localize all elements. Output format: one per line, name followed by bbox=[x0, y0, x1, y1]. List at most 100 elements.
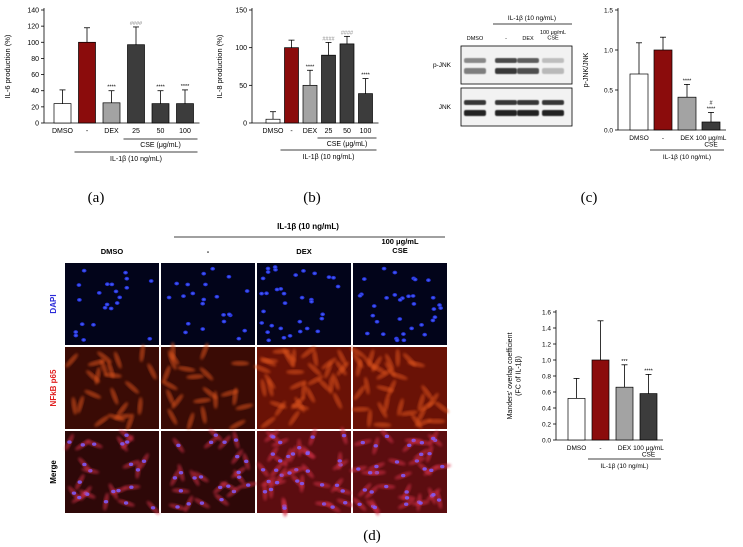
y-tick-label: 0.2 bbox=[542, 422, 551, 429]
nucleus bbox=[226, 274, 232, 279]
cell-body bbox=[387, 379, 397, 397]
bar bbox=[591, 359, 610, 441]
nucleus bbox=[404, 490, 409, 494]
blot-row-label: JNK bbox=[439, 104, 452, 111]
nucleus bbox=[108, 306, 114, 311]
nucleus bbox=[309, 299, 314, 304]
bar bbox=[302, 84, 318, 124]
micrograph-tile bbox=[161, 263, 255, 345]
nucleus bbox=[129, 485, 134, 489]
cell-body bbox=[171, 394, 184, 409]
nucleus bbox=[431, 307, 437, 311]
nucleus bbox=[200, 327, 206, 331]
nucleus bbox=[71, 491, 77, 495]
cell-body bbox=[301, 346, 316, 359]
nucleus bbox=[427, 451, 432, 456]
y-tick-label: 1.0 bbox=[542, 358, 551, 365]
cell-body bbox=[71, 396, 77, 415]
nucleus bbox=[401, 332, 406, 336]
nucleus bbox=[335, 284, 341, 289]
blot-band bbox=[517, 68, 539, 74]
nucleus bbox=[438, 306, 444, 310]
nucleus bbox=[268, 487, 274, 492]
nucleus bbox=[236, 475, 242, 479]
nucleus bbox=[222, 440, 227, 444]
micro-header: IL-1β (10 ng/mL) bbox=[277, 222, 339, 231]
nucleus bbox=[272, 265, 278, 269]
cell-body bbox=[167, 350, 180, 366]
y-tick-label: 1.5 bbox=[604, 8, 613, 15]
nucleus bbox=[265, 266, 271, 271]
cell-body bbox=[139, 344, 145, 363]
cell-body bbox=[260, 378, 267, 397]
x-tick-label: DMSO bbox=[52, 128, 74, 135]
blot-band bbox=[542, 100, 564, 105]
nucleus bbox=[73, 333, 79, 338]
x-tick-label: 100 bbox=[360, 128, 372, 135]
nucleus bbox=[384, 295, 389, 300]
nucleus bbox=[269, 323, 275, 328]
nucleus bbox=[203, 282, 208, 287]
nucleus bbox=[103, 499, 109, 504]
nucleus bbox=[356, 467, 361, 471]
cell-body bbox=[137, 397, 143, 415]
cell-body bbox=[383, 394, 390, 412]
cell-body bbox=[110, 387, 119, 405]
nucleus bbox=[259, 291, 265, 296]
y-axis-label: Manders' overlap coefficient (FC of IL-1β… bbox=[507, 333, 523, 420]
cell-body bbox=[212, 390, 218, 409]
nucleus bbox=[200, 301, 206, 306]
cell-body bbox=[376, 369, 392, 380]
nucleus bbox=[312, 271, 318, 276]
nucleus bbox=[124, 440, 130, 444]
significance-label: *** bbox=[621, 359, 628, 365]
nucleus bbox=[135, 468, 141, 472]
blot-band bbox=[517, 110, 539, 116]
nucleus bbox=[400, 473, 406, 478]
nucleus bbox=[226, 484, 231, 488]
nucleus bbox=[310, 435, 315, 439]
nucleus bbox=[259, 321, 265, 325]
nucleus bbox=[297, 319, 303, 324]
group-label: CSE (μg/mL) bbox=[327, 141, 368, 148]
cell-body bbox=[307, 375, 324, 386]
y-tick-label: 80 bbox=[31, 56, 39, 63]
cell-body bbox=[289, 380, 307, 390]
nucleus bbox=[148, 279, 154, 283]
blot-band bbox=[495, 68, 517, 74]
nucleus bbox=[176, 443, 181, 448]
nucleus bbox=[367, 471, 373, 475]
nucleus bbox=[201, 271, 207, 276]
cell-body bbox=[260, 358, 279, 364]
nucleus bbox=[315, 329, 321, 334]
y-tick-label: 100 bbox=[27, 40, 39, 47]
bar bbox=[151, 103, 170, 124]
significance-label: #### bbox=[341, 30, 354, 36]
cell-body bbox=[84, 390, 102, 399]
nucleus bbox=[410, 294, 416, 298]
nucleus bbox=[124, 433, 129, 437]
nucleus bbox=[233, 438, 239, 442]
nucleus bbox=[282, 506, 287, 510]
nucleus bbox=[422, 332, 428, 337]
cell-body bbox=[116, 402, 129, 417]
y-tick-label: 0.0 bbox=[604, 128, 613, 135]
nucleus bbox=[81, 338, 87, 342]
blot-band bbox=[517, 58, 539, 63]
blot-band bbox=[542, 68, 564, 74]
nucleus bbox=[418, 501, 423, 505]
cell-body bbox=[373, 422, 392, 428]
blot-band bbox=[542, 58, 564, 63]
y-tick-label: 1.4 bbox=[542, 326, 551, 333]
panel-label-c: (c) bbox=[581, 190, 598, 206]
x-tick-label: 25 bbox=[132, 128, 140, 135]
cell-body bbox=[231, 360, 250, 366]
nucleus bbox=[226, 312, 232, 317]
nucleus bbox=[166, 295, 172, 300]
cell-body bbox=[421, 385, 433, 400]
micro-row-label: NFkB p65 bbox=[49, 369, 58, 406]
significance-label: **** bbox=[644, 368, 653, 374]
x-tick-label: - bbox=[662, 135, 664, 142]
nucleus bbox=[304, 326, 310, 331]
nucleus bbox=[116, 488, 121, 493]
